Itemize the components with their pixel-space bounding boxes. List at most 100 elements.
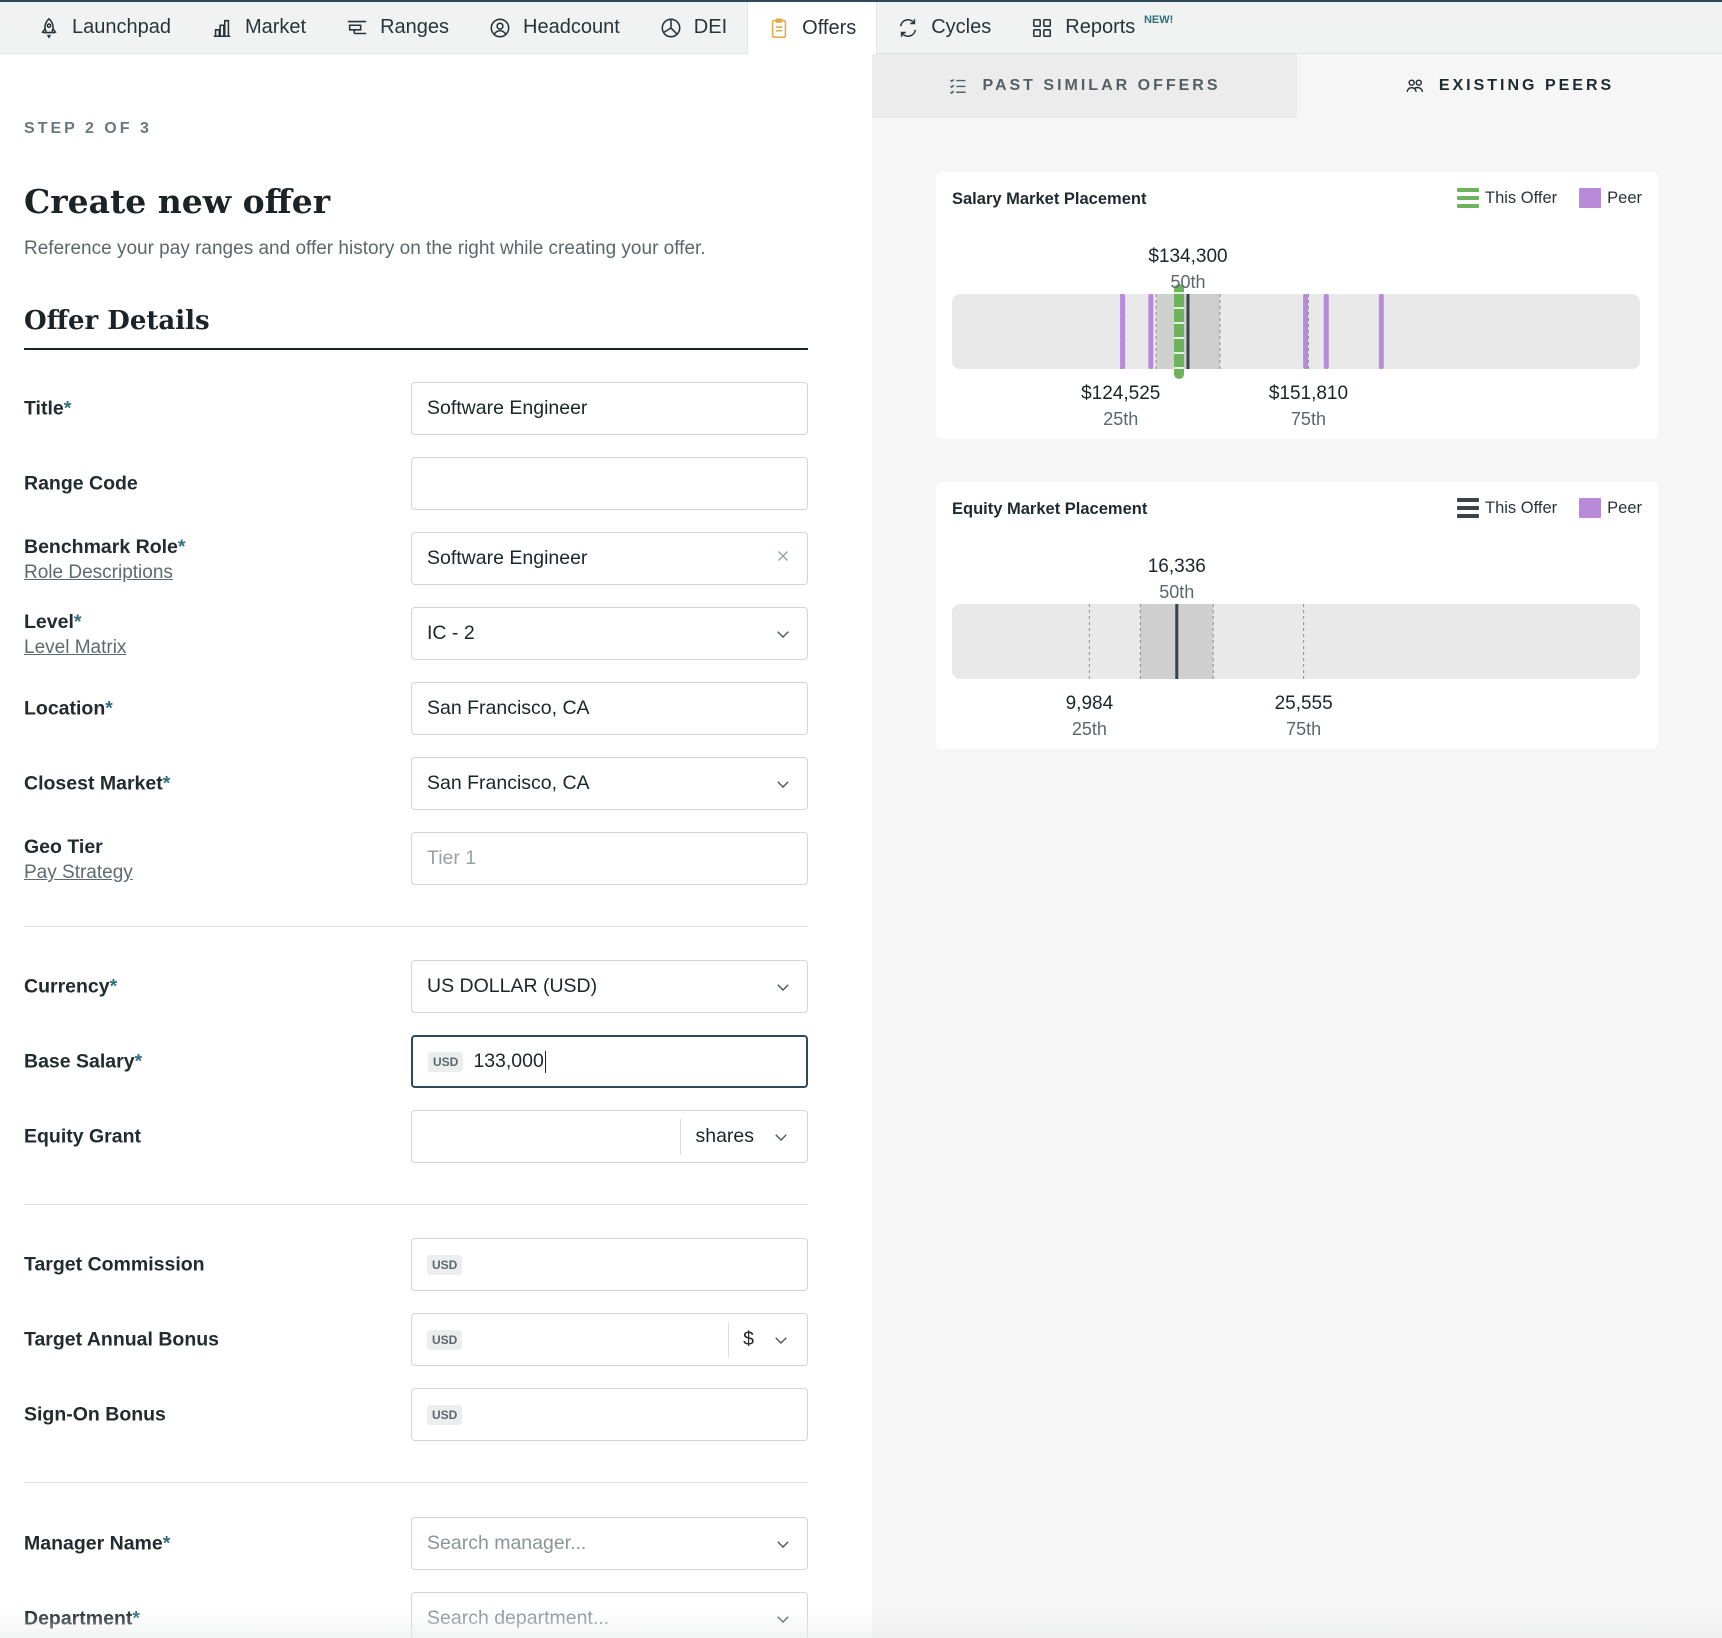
title-input[interactable]: Software Engineer: [411, 382, 808, 435]
closest-market-select[interactable]: San Francisco, CA: [411, 757, 808, 810]
equity-unit-select[interactable]: shares: [695, 1125, 792, 1148]
department-row: Department* Search department...: [24, 1592, 808, 1638]
chevron-down-icon: [774, 775, 792, 793]
nav-ranges[interactable]: Ranges: [326, 2, 469, 53]
nav-dei[interactable]: DEI: [640, 2, 747, 53]
chevron-down-icon: [774, 978, 792, 996]
chevron-down-icon: [774, 1610, 792, 1628]
this-offer-stripe: [1174, 307, 1185, 309]
chevron-down-icon: [772, 1331, 790, 1349]
manager-name-label: Manager Name*: [24, 1532, 171, 1555]
target-commission-row: Target Commission USD: [24, 1238, 808, 1292]
benchmark-role-row: Benchmark Role* Role Descriptions Softwa…: [24, 532, 808, 586]
target-annual-bonus-input[interactable]: USD $: [411, 1313, 808, 1366]
chevron-down-icon: [774, 625, 792, 643]
divider: [24, 1482, 808, 1483]
this-offer-stripe: [1174, 337, 1185, 339]
sign-on-bonus-label: Sign-On Bonus: [24, 1403, 166, 1426]
currency-tag: USD: [427, 1404, 463, 1425]
section-title: Offer Details: [24, 306, 808, 350]
benchmark-role-input[interactable]: Software Engineer: [411, 532, 808, 585]
reference-panel: PAST SIMILAR OFFERS EXISTING PEERS Salar…: [872, 54, 1722, 1638]
p75-percentile-label: 75th: [1286, 719, 1321, 739]
this-offer-stripe: [1174, 322, 1185, 324]
target-commission-input[interactable]: USD: [411, 1238, 808, 1291]
base-salary-input[interactable]: USD 133,000: [411, 1035, 808, 1088]
tab-label: EXISTING PEERS: [1438, 77, 1615, 94]
closest-market-label: Closest Market*: [24, 772, 171, 795]
clear-icon[interactable]: [774, 547, 792, 571]
level-select[interactable]: IC - 2: [411, 607, 808, 660]
nav-label: Market: [244, 16, 307, 38]
nav-label: Ranges: [380, 16, 450, 38]
field-separator: [728, 1321, 730, 1358]
p25-value-label: $124,525: [1081, 383, 1160, 404]
base-salary-row: Base Salary* USD 133,000: [24, 1035, 808, 1089]
nav-offers[interactable]: Offers: [747, 2, 878, 54]
p25-percentile-label: 25th: [1103, 409, 1138, 429]
refresh-icon: [897, 17, 919, 39]
pay-strategy-link[interactable]: Pay Strategy: [24, 862, 133, 883]
closest-market-row: Closest Market* San Francisco, CA: [24, 757, 808, 811]
median-percentile-label: 50th: [1170, 272, 1205, 292]
range-track: [952, 604, 1640, 679]
p75-value-label: 25,555: [1275, 693, 1333, 714]
grid-icon: [1031, 17, 1053, 39]
equity-grant-input[interactable]: shares: [411, 1110, 808, 1163]
department-search-select[interactable]: Search department...: [411, 1592, 808, 1638]
peer-marker: [1303, 294, 1309, 369]
tab-existing-peers[interactable]: EXISTING PEERS: [1297, 54, 1722, 118]
tab-past-similar-offers[interactable]: PAST SIMILAR OFFERS: [872, 54, 1297, 118]
median-line: [1186, 294, 1190, 369]
p75-value-label: $151,810: [1269, 383, 1348, 404]
field-separator: [680, 1118, 682, 1155]
target-annual-bonus-row: Target Annual Bonus USD $: [24, 1313, 808, 1367]
peer-marker: [1323, 294, 1329, 369]
location-input[interactable]: San Francisco, CA: [411, 682, 808, 735]
manager-name-row: Manager Name* Search manager...: [24, 1517, 808, 1571]
equity-grant-row: Equity Grant shares: [24, 1110, 808, 1164]
this-offer-swatch: [1457, 498, 1479, 518]
nav-label: Reports: [1065, 16, 1136, 38]
legend-this-offer: This Offer: [1457, 188, 1557, 208]
p75-percentile-label: 75th: [1291, 409, 1326, 429]
nav-cycles[interactable]: Cycles: [877, 2, 1011, 53]
target-annual-bonus-label: Target Annual Bonus: [24, 1328, 219, 1351]
median-value-label: $134,300: [1148, 246, 1227, 267]
manager-search-select[interactable]: Search manager...: [411, 1517, 808, 1570]
bar-chart-icon: [211, 17, 233, 39]
peer-swatch: [1579, 498, 1602, 518]
nav-market[interactable]: Market: [191, 2, 326, 53]
text-caret: [544, 1050, 546, 1073]
nav-reports[interactable]: Reports NEW!: [1011, 2, 1173, 53]
currency-label: Currency*: [24, 975, 118, 998]
base-salary-label: Base Salary*: [24, 1050, 143, 1073]
offer-form: STEP 2 OF 3 Create new offer Reference y…: [0, 54, 872, 1638]
salary-placement-card: Salary Market Placement This Offer Peer …: [936, 172, 1658, 439]
location-row: Location* San Francisco, CA: [24, 682, 808, 736]
equity-grant-label: Equity Grant: [24, 1125, 142, 1148]
range-code-label: Range Code: [24, 472, 138, 495]
target-commission-label: Target Commission: [24, 1253, 205, 1276]
top-navigation: Launchpad Market Ranges Headcount DEI Of…: [0, 0, 1722, 54]
this-offer-stripe: [1174, 292, 1185, 294]
role-descriptions-link[interactable]: Role Descriptions: [24, 562, 173, 583]
peer-marker: [1378, 294, 1384, 369]
clipboard-icon: [768, 17, 790, 39]
level-row: Level* Level Matrix IC - 2: [24, 607, 808, 661]
bonus-unit-select[interactable]: $: [743, 1328, 792, 1351]
level-matrix-link[interactable]: Level Matrix: [24, 637, 127, 658]
nav-launchpad[interactable]: Launchpad: [18, 2, 191, 53]
range-code-input[interactable]: [411, 457, 808, 510]
currency-select[interactable]: US DOLLAR (USD): [411, 960, 808, 1013]
sign-on-bonus-input[interactable]: USD: [411, 1388, 808, 1441]
this-offer-swatch: [1457, 188, 1479, 208]
legend-peer: Peer: [1579, 498, 1642, 518]
range-track: [952, 294, 1640, 369]
nav-headcount[interactable]: Headcount: [469, 2, 640, 53]
range-code-row: Range Code: [24, 457, 808, 511]
currency-row: Currency* US DOLLAR (USD): [24, 960, 808, 1014]
department-label: Department*: [24, 1607, 140, 1630]
pie-chart-icon: [660, 17, 682, 39]
equity-placement-card: Equity Market Placement This Offer Peer …: [936, 482, 1658, 749]
